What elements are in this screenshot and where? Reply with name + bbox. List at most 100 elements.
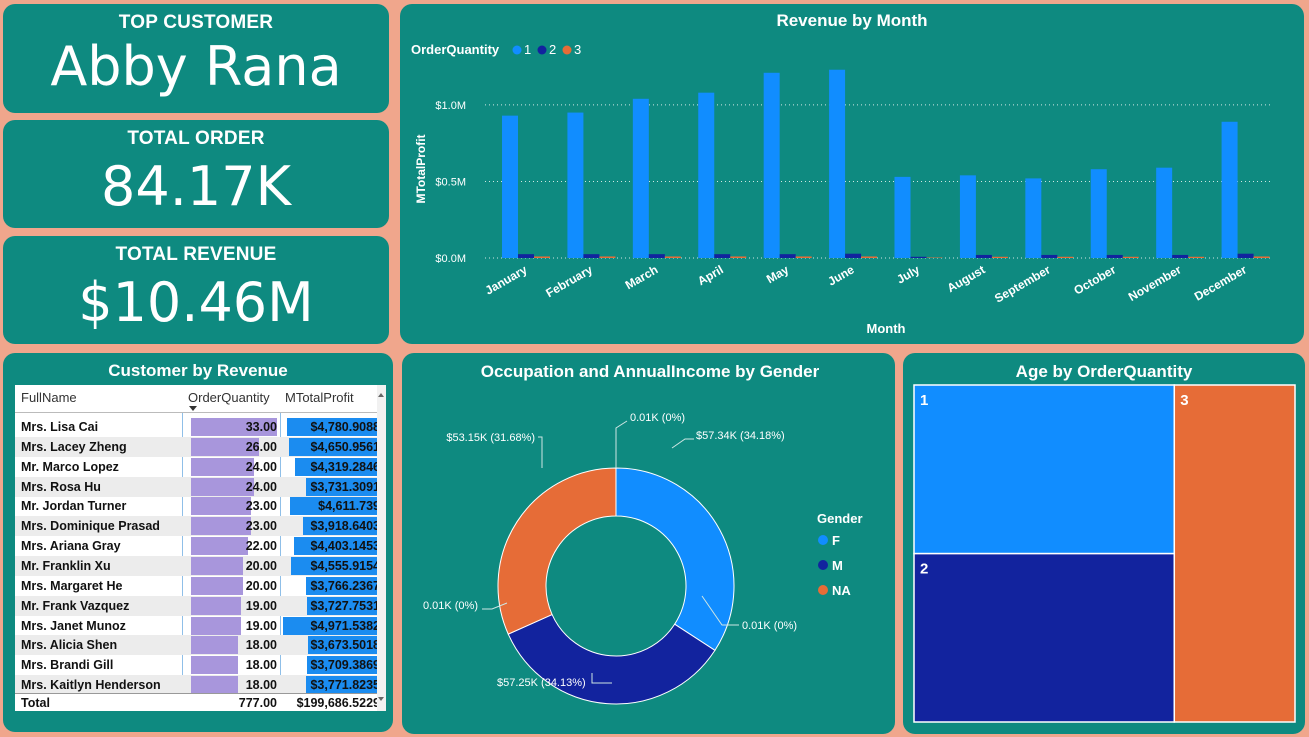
bar-september-series-2[interactable] bbox=[1041, 254, 1058, 258]
cell-mtotalprofit: $4,780.9088 bbox=[310, 420, 380, 434]
y-tick-label: $1.0M bbox=[435, 100, 466, 112]
bar-october-series-1[interactable] bbox=[1090, 169, 1107, 258]
gender-donut-chart[interactable]: Occupation and AnnualIncome by Gender $5… bbox=[402, 353, 895, 734]
bar-september-series-1[interactable] bbox=[1025, 178, 1042, 258]
table-row[interactable]: Mrs. Janet Munoz 19.00 $4,971.5382 bbox=[15, 616, 386, 636]
revenue-bar-chart[interactable]: Revenue by Month OrderQuantity 1 2 3 MTota… bbox=[400, 4, 1304, 344]
profit-databar bbox=[307, 636, 377, 655]
cell-fullname: Mrs. Alicia Shen bbox=[21, 638, 118, 653]
gender-legend-label-na[interactable]: NA bbox=[832, 583, 851, 598]
donut-slice-f[interactable] bbox=[615, 467, 735, 652]
table-row[interactable]: Mr. Frank Vazquez 19.00 $3,727.7531 bbox=[15, 595, 386, 616]
bar-december-series-1[interactable] bbox=[1221, 121, 1238, 258]
customer-table[interactable]: FullName OrderQuantity MTotalProfit Mrs.… bbox=[15, 385, 386, 711]
treemap-cell-1[interactable] bbox=[913, 384, 1176, 555]
bar-march-series-2[interactable] bbox=[648, 254, 665, 258]
treemap-cell-2[interactable] bbox=[913, 552, 1176, 723]
gender-legend-label-m[interactable]: M bbox=[832, 558, 843, 573]
donut-leader-line bbox=[671, 438, 694, 449]
table-row[interactable]: Mrs. Kaitlyn Henderson 18.00 $3,771.8235 bbox=[15, 675, 386, 696]
table-row[interactable]: Mr. Marco Lopez 24.00 $4,319.2846 bbox=[15, 457, 386, 477]
bar-november-series-2[interactable] bbox=[1172, 254, 1189, 258]
bar-september-series-3[interactable] bbox=[1057, 256, 1074, 258]
bar-february-series-3[interactable] bbox=[599, 256, 616, 258]
profit-databar bbox=[289, 437, 377, 456]
table-row[interactable]: Mrs. Brandi Gill 18.00 $3,709.3869 bbox=[15, 655, 386, 675]
bar-june-series-1[interactable] bbox=[829, 69, 846, 258]
bar-october-series-3[interactable] bbox=[1122, 256, 1139, 258]
bar-february-series-2[interactable] bbox=[583, 254, 600, 258]
gender-legend-label-f[interactable]: F bbox=[832, 533, 840, 548]
bar-october-series-2[interactable] bbox=[1106, 254, 1123, 258]
gender-legend[interactable]: FM NA bbox=[818, 533, 851, 598]
treemap-cell-3[interactable] bbox=[1173, 384, 1296, 723]
legend-label-2[interactable]: 2 bbox=[549, 42, 556, 57]
table-row[interactable]: Mr. Franklin Xu 20.00 $4,555.9154 bbox=[15, 555, 386, 576]
donut-slice-na[interactable] bbox=[497, 467, 617, 635]
table-row[interactable]: Mrs. Ariana Gray 22.00 $4,403.1453 bbox=[15, 536, 386, 556]
cell-fullname: Mrs. Janet Munoz bbox=[21, 618, 126, 633]
cell-mtotalprofit: $4,555.9154 bbox=[310, 558, 380, 573]
table-row[interactable]: Mrs. Dominique Prasad 23.00 $3,918.6403 bbox=[15, 516, 386, 537]
bar-april-series-2[interactable] bbox=[714, 254, 731, 258]
bar-january-series-2[interactable] bbox=[518, 254, 534, 258]
header-fullname[interactable]: FullName bbox=[21, 390, 77, 405]
gender-donut-panel[interactable]: Occupation and AnnualIncome by Gender $5… bbox=[402, 353, 895, 734]
header-orderquantity[interactable]: OrderQuantity bbox=[188, 390, 270, 405]
legend-label-3[interactable]: 3 bbox=[574, 42, 581, 57]
bar-july-series-1[interactable] bbox=[894, 176, 911, 258]
x-tick-april: April bbox=[695, 262, 726, 288]
bar-august-series-1[interactable] bbox=[959, 175, 976, 258]
bar-january-series-1[interactable] bbox=[502, 115, 518, 258]
legend-marker-3[interactable] bbox=[562, 45, 572, 55]
legend-marker-1[interactable] bbox=[512, 45, 522, 55]
bar-november-series-1[interactable] bbox=[1156, 167, 1173, 258]
bar-november-series-3[interactable] bbox=[1188, 256, 1205, 258]
table-row[interactable]: Mr. Jordan Turner 23.00 $4,611.739 bbox=[15, 496, 386, 516]
table-row[interactable]: Mrs. Margaret He 20.00 $3,766.2367 bbox=[15, 576, 386, 596]
treemap-cells: 1 2 3 bbox=[913, 384, 1296, 723]
bar-august-series-3[interactable] bbox=[991, 256, 1008, 258]
bar-february-series-1[interactable] bbox=[567, 112, 584, 258]
treemap-label-3: 3 bbox=[1180, 392, 1188, 409]
bar-december-series-3[interactable] bbox=[1253, 256, 1270, 258]
table-row[interactable]: Mrs. Lisa Cai 33.00 $4,780.9088 bbox=[15, 417, 386, 437]
age-treemap-chart[interactable]: Age by OrderQuantity 1 2 3 bbox=[903, 353, 1305, 734]
bar-april-series-3[interactable] bbox=[730, 256, 747, 258]
bar-may-series-3[interactable] bbox=[795, 256, 812, 258]
table-row[interactable]: Mrs. Alicia Shen 18.00 $3,673.5018 bbox=[15, 635, 386, 656]
table-row[interactable]: Mrs. Lacey Zheng 26.00 $4,650.9561 bbox=[15, 436, 386, 457]
bar-june-series-3[interactable] bbox=[861, 256, 878, 258]
legend-marker-2[interactable] bbox=[537, 45, 547, 55]
gender-legend-marker-f[interactable] bbox=[818, 535, 828, 545]
cell-fullname: Mrs. Ariana Gray bbox=[21, 539, 121, 554]
bar-june-series-2[interactable] bbox=[845, 253, 862, 258]
treemap-label-1: 1 bbox=[920, 392, 928, 409]
age-treemap-panel[interactable]: Age by OrderQuantity 1 2 3 bbox=[903, 353, 1305, 734]
gender-legend-marker-m[interactable] bbox=[818, 560, 828, 570]
bar-april-series-1[interactable] bbox=[698, 92, 715, 258]
donut-slice-m[interactable] bbox=[507, 613, 716, 705]
revenue-by-month-panel[interactable]: Revenue by Month OrderQuantity 1 2 3 MTota… bbox=[400, 4, 1304, 344]
donut-slices bbox=[497, 467, 735, 705]
bar-july-series-2[interactable] bbox=[910, 256, 927, 258]
scroll-down-icon[interactable] bbox=[378, 697, 384, 701]
table-row[interactable]: Mrs. Rosa Hu 24.00 $3,731.3091 bbox=[15, 476, 386, 497]
bar-march-series-3[interactable] bbox=[664, 256, 681, 258]
header-mtotalprofit[interactable]: MTotalProfit bbox=[285, 390, 354, 405]
bar-may-series-2[interactable] bbox=[779, 254, 796, 258]
cell-fullname: Mrs. Brandi Gill bbox=[21, 658, 114, 673]
cell-fullname: Mrs. Lisa Cai bbox=[21, 420, 99, 434]
qty-databar bbox=[191, 497, 251, 516]
scroll-up-icon[interactable] bbox=[378, 393, 384, 397]
legend-label-1[interactable]: 1 bbox=[524, 42, 531, 57]
bar-may-series-1[interactable] bbox=[763, 72, 780, 259]
bar-august-series-2[interactable] bbox=[975, 254, 992, 258]
bar-march-series-1[interactable] bbox=[632, 98, 649, 258]
gender-legend-marker-na[interactable] bbox=[818, 585, 828, 595]
bar-january-series-3[interactable] bbox=[534, 256, 550, 258]
table-scrollbar[interactable] bbox=[377, 385, 386, 711]
revenue-legend[interactable]: 1 2 3 bbox=[512, 42, 582, 57]
bar-december-series-2[interactable] bbox=[1237, 253, 1254, 258]
total-order-card: TOTAL ORDER 84.17K bbox=[3, 120, 389, 228]
